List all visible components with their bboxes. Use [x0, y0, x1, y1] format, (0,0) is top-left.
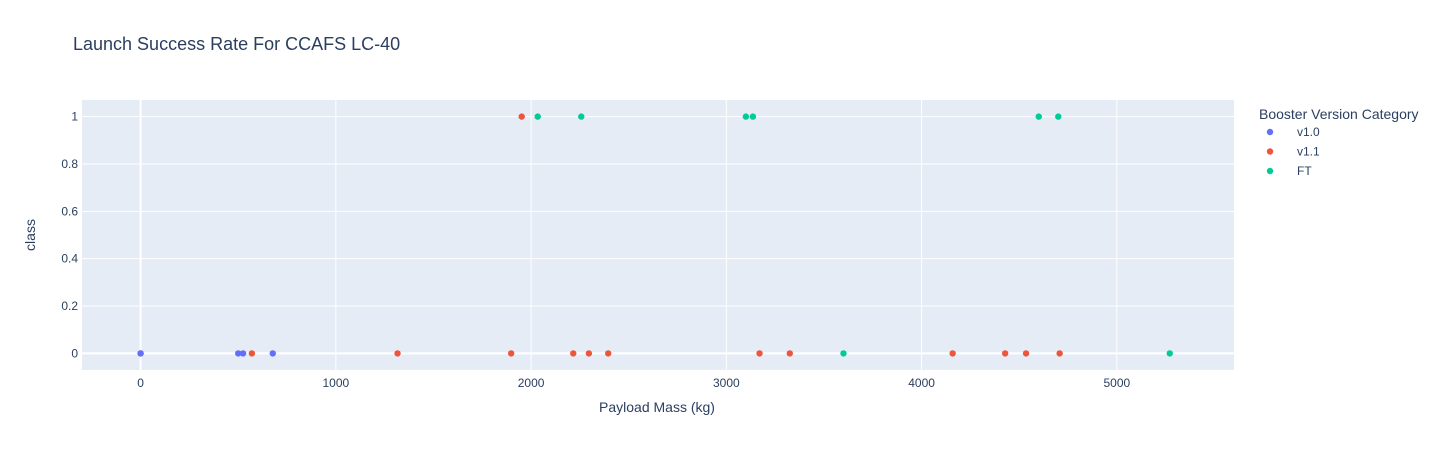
legend-marker: [1266, 128, 1274, 136]
y-tick-label: 1: [71, 110, 78, 124]
data-point-ft: [1055, 113, 1062, 120]
data-point-v1-0: [137, 350, 144, 357]
y-tick-label: 0.4: [61, 252, 78, 266]
data-point-v1-1: [248, 350, 256, 357]
data-point-v1-1: [605, 350, 612, 357]
data-point-ft: [578, 113, 585, 120]
data-point-v1-0: [239, 350, 247, 357]
x-tick-label: 2000: [518, 376, 545, 390]
chart-title: Launch Success Rate For CCAFS LC-40: [73, 34, 400, 54]
data-points: [137, 113, 1173, 357]
data-point-v1-1: [949, 350, 956, 357]
x-tick-label: 3000: [713, 376, 740, 390]
y-tick-label: 0.8: [61, 157, 78, 171]
data-point-v1-1: [1056, 350, 1063, 357]
legend-label: v1.0: [1297, 125, 1320, 139]
x-tick-label: 4000: [908, 376, 935, 390]
x-tick-label: 1000: [322, 376, 349, 390]
data-point-ft: [1166, 350, 1173, 357]
legend-marker: [1266, 167, 1274, 175]
data-point-v1-1: [786, 350, 793, 357]
x-axis-ticks: 0 1000 2000 3000 4000 5000: [137, 376, 1130, 390]
data-point-ft: [1035, 113, 1042, 120]
data-point-ft: [742, 113, 750, 120]
legend: Booster Version Category v1.0 v1.1 FT: [1259, 106, 1419, 178]
legend-marker: [1266, 148, 1274, 155]
x-tick-label: 0: [137, 376, 144, 390]
data-point-v1-1: [518, 113, 525, 120]
data-point-v1-0: [235, 350, 242, 357]
data-point-v1-1: [585, 350, 593, 357]
y-tick-label: 0.2: [61, 299, 78, 313]
y-tick-label: 0: [71, 346, 78, 360]
x-axis-title: Payload Mass (kg): [599, 399, 715, 415]
y-axis-title: class: [22, 219, 38, 251]
plot-area: [82, 100, 1234, 370]
data-point-ft: [840, 350, 847, 357]
data-point-v1-0: [269, 350, 276, 357]
data-point-v1-1: [507, 350, 515, 357]
legend-label: v1.1: [1297, 145, 1320, 159]
y-axis-ticks: 0 0.2 0.4 0.6 0.8 1: [61, 110, 78, 361]
data-point-v1-1: [394, 350, 401, 357]
data-point-v1-1: [570, 350, 577, 357]
y-tick-label: 0.6: [61, 204, 78, 218]
data-point-v1-1: [756, 350, 763, 357]
data-point-ft: [749, 113, 757, 120]
legend-title: Booster Version Category: [1259, 106, 1419, 122]
legend-label: FT: [1297, 164, 1312, 178]
data-point-v1-1: [1001, 350, 1009, 357]
x-tick-label: 5000: [1103, 376, 1130, 390]
data-point-v1-1: [1022, 350, 1030, 357]
data-point-ft: [534, 113, 541, 120]
